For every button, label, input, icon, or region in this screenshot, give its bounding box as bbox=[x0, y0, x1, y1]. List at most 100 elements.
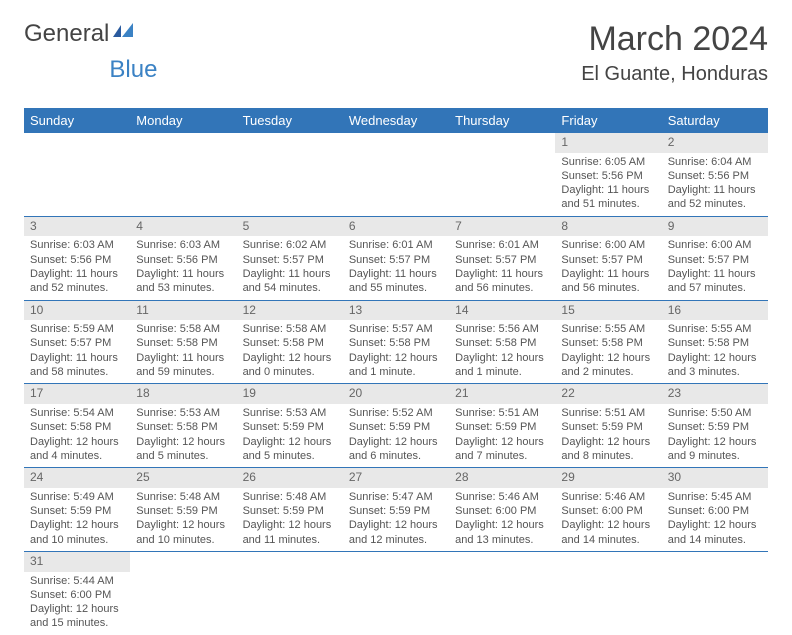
day-cell: 4Sunrise: 6:03 AMSunset: 5:56 PMDaylight… bbox=[130, 217, 236, 300]
sunrise-text: Sunrise: 6:00 AM bbox=[561, 238, 655, 252]
sunrise-text: Sunrise: 5:45 AM bbox=[668, 490, 762, 504]
day-number: 28 bbox=[449, 468, 555, 488]
day-cell: 7Sunrise: 6:01 AMSunset: 5:57 PMDaylight… bbox=[449, 217, 555, 300]
sunrise-text: Sunrise: 5:47 AM bbox=[349, 490, 443, 504]
day-number: 4 bbox=[130, 217, 236, 237]
week-row: 10Sunrise: 5:59 AMSunset: 5:57 PMDayligh… bbox=[24, 301, 768, 385]
sunrise-text: Sunrise: 5:52 AM bbox=[349, 406, 443, 420]
sunset-text: Sunset: 5:58 PM bbox=[243, 336, 337, 350]
weekday-label: Saturday bbox=[662, 108, 768, 133]
day-number bbox=[449, 552, 555, 572]
day-number: 26 bbox=[237, 468, 343, 488]
day-cell: 1Sunrise: 6:05 AMSunset: 5:56 PMDaylight… bbox=[555, 133, 661, 216]
day-details: Sunrise: 6:00 AMSunset: 5:57 PMDaylight:… bbox=[662, 236, 768, 299]
day-number: 7 bbox=[449, 217, 555, 237]
empty-cell bbox=[662, 552, 768, 635]
empty-cell bbox=[237, 133, 343, 216]
day-number: 31 bbox=[24, 552, 130, 572]
daylight-text: Daylight: 12 hours and 9 minutes. bbox=[668, 435, 762, 464]
day-number bbox=[237, 133, 343, 153]
day-number: 8 bbox=[555, 217, 661, 237]
empty-cell bbox=[130, 133, 236, 216]
sunrise-text: Sunrise: 6:03 AM bbox=[30, 238, 124, 252]
day-cell: 13Sunrise: 5:57 AMSunset: 5:58 PMDayligh… bbox=[343, 301, 449, 384]
daylight-text: Daylight: 12 hours and 6 minutes. bbox=[349, 435, 443, 464]
day-cell: 6Sunrise: 6:01 AMSunset: 5:57 PMDaylight… bbox=[343, 217, 449, 300]
sunrise-text: Sunrise: 6:02 AM bbox=[243, 238, 337, 252]
day-number: 3 bbox=[24, 217, 130, 237]
day-number: 25 bbox=[130, 468, 236, 488]
weekday-label: Thursday bbox=[449, 108, 555, 133]
day-number: 29 bbox=[555, 468, 661, 488]
sunrise-text: Sunrise: 6:01 AM bbox=[349, 238, 443, 252]
weekday-label: Tuesday bbox=[237, 108, 343, 133]
day-number bbox=[130, 552, 236, 572]
logo-text-a: General bbox=[24, 20, 109, 48]
sunset-text: Sunset: 5:59 PM bbox=[30, 504, 124, 518]
daylight-text: Daylight: 11 hours and 57 minutes. bbox=[668, 267, 762, 296]
daylight-text: Daylight: 11 hours and 59 minutes. bbox=[136, 351, 230, 380]
sunset-text: Sunset: 5:59 PM bbox=[349, 420, 443, 434]
day-details: Sunrise: 5:48 AMSunset: 5:59 PMDaylight:… bbox=[237, 488, 343, 551]
sunrise-text: Sunrise: 6:00 AM bbox=[668, 238, 762, 252]
sunset-text: Sunset: 5:56 PM bbox=[30, 253, 124, 267]
sunrise-text: Sunrise: 5:44 AM bbox=[30, 574, 124, 588]
day-details: Sunrise: 6:04 AMSunset: 5:56 PMDaylight:… bbox=[662, 153, 768, 216]
week-row: 24Sunrise: 5:49 AMSunset: 5:59 PMDayligh… bbox=[24, 468, 768, 552]
day-cell: 30Sunrise: 5:45 AMSunset: 6:00 PMDayligh… bbox=[662, 468, 768, 551]
sunrise-text: Sunrise: 5:53 AM bbox=[136, 406, 230, 420]
day-details: Sunrise: 5:44 AMSunset: 6:00 PMDaylight:… bbox=[24, 572, 130, 635]
daylight-text: Daylight: 12 hours and 2 minutes. bbox=[561, 351, 655, 380]
day-number bbox=[449, 133, 555, 153]
weekday-label: Monday bbox=[130, 108, 236, 133]
day-number: 18 bbox=[130, 384, 236, 404]
sunset-text: Sunset: 5:56 PM bbox=[136, 253, 230, 267]
sunrise-text: Sunrise: 6:05 AM bbox=[561, 155, 655, 169]
day-cell: 20Sunrise: 5:52 AMSunset: 5:59 PMDayligh… bbox=[343, 384, 449, 467]
day-cell: 24Sunrise: 5:49 AMSunset: 5:59 PMDayligh… bbox=[24, 468, 130, 551]
day-details: Sunrise: 5:59 AMSunset: 5:57 PMDaylight:… bbox=[24, 320, 130, 383]
day-number: 10 bbox=[24, 301, 130, 321]
day-cell: 10Sunrise: 5:59 AMSunset: 5:57 PMDayligh… bbox=[24, 301, 130, 384]
day-details: Sunrise: 6:03 AMSunset: 5:56 PMDaylight:… bbox=[130, 236, 236, 299]
sunset-text: Sunset: 5:58 PM bbox=[349, 336, 443, 350]
day-details: Sunrise: 5:51 AMSunset: 5:59 PMDaylight:… bbox=[555, 404, 661, 467]
daylight-text: Daylight: 11 hours and 56 minutes. bbox=[561, 267, 655, 296]
empty-cell bbox=[343, 133, 449, 216]
day-details: Sunrise: 5:49 AMSunset: 5:59 PMDaylight:… bbox=[24, 488, 130, 551]
sunset-text: Sunset: 6:00 PM bbox=[455, 504, 549, 518]
sunset-text: Sunset: 5:57 PM bbox=[455, 253, 549, 267]
sunrise-text: Sunrise: 5:59 AM bbox=[30, 322, 124, 336]
sunset-text: Sunset: 6:00 PM bbox=[668, 504, 762, 518]
day-details: Sunrise: 6:05 AMSunset: 5:56 PMDaylight:… bbox=[555, 153, 661, 216]
location-title: El Guante, Honduras bbox=[581, 63, 768, 86]
sunset-text: Sunset: 5:58 PM bbox=[136, 336, 230, 350]
sunset-text: Sunset: 5:59 PM bbox=[243, 504, 337, 518]
day-cell: 8Sunrise: 6:00 AMSunset: 5:57 PMDaylight… bbox=[555, 217, 661, 300]
sunrise-text: Sunrise: 5:58 AM bbox=[243, 322, 337, 336]
day-details: Sunrise: 6:01 AMSunset: 5:57 PMDaylight:… bbox=[449, 236, 555, 299]
sunrise-text: Sunrise: 5:56 AM bbox=[455, 322, 549, 336]
day-details: Sunrise: 5:46 AMSunset: 6:00 PMDaylight:… bbox=[555, 488, 661, 551]
day-cell: 18Sunrise: 5:53 AMSunset: 5:58 PMDayligh… bbox=[130, 384, 236, 467]
day-cell: 29Sunrise: 5:46 AMSunset: 6:00 PMDayligh… bbox=[555, 468, 661, 551]
sunset-text: Sunset: 5:58 PM bbox=[455, 336, 549, 350]
sunrise-text: Sunrise: 5:55 AM bbox=[668, 322, 762, 336]
daylight-text: Daylight: 12 hours and 5 minutes. bbox=[136, 435, 230, 464]
sunrise-text: Sunrise: 5:51 AM bbox=[561, 406, 655, 420]
sunset-text: Sunset: 5:57 PM bbox=[349, 253, 443, 267]
daylight-text: Daylight: 12 hours and 10 minutes. bbox=[136, 518, 230, 547]
sunset-text: Sunset: 5:58 PM bbox=[30, 420, 124, 434]
sunset-text: Sunset: 5:59 PM bbox=[136, 504, 230, 518]
day-details: Sunrise: 5:55 AMSunset: 5:58 PMDaylight:… bbox=[555, 320, 661, 383]
day-details: Sunrise: 5:58 AMSunset: 5:58 PMDaylight:… bbox=[130, 320, 236, 383]
day-number bbox=[555, 552, 661, 572]
day-number: 11 bbox=[130, 301, 236, 321]
weeks-container: 1Sunrise: 6:05 AMSunset: 5:56 PMDaylight… bbox=[24, 133, 768, 635]
sunrise-text: Sunrise: 6:04 AM bbox=[668, 155, 762, 169]
day-details: Sunrise: 5:58 AMSunset: 5:58 PMDaylight:… bbox=[237, 320, 343, 383]
sunset-text: Sunset: 5:59 PM bbox=[243, 420, 337, 434]
daylight-text: Daylight: 11 hours and 56 minutes. bbox=[455, 267, 549, 296]
day-details: Sunrise: 5:53 AMSunset: 5:59 PMDaylight:… bbox=[237, 404, 343, 467]
title-block: March 2024 El Guante, Honduras bbox=[581, 20, 768, 86]
